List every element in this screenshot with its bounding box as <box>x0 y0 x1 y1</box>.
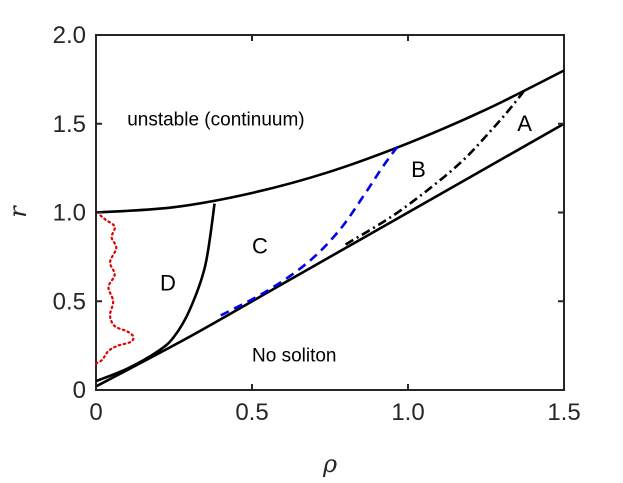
x-axis-label: ρ <box>322 450 337 478</box>
region-label-4: D <box>160 271 176 296</box>
series-solid-0 <box>95 69 565 214</box>
ticks-group: 0 0.5 1.0 1.5 0 0.5 1.0 1.5 2.0 <box>53 22 581 426</box>
x-tick-label-2: 1.0 <box>391 399 424 426</box>
plot-area <box>95 34 565 391</box>
series-dashed-3 <box>220 144 400 317</box>
region-label-2: B <box>411 157 426 182</box>
x-tick-label-1: 0.5 <box>235 399 268 426</box>
region-label-0: unstable (continuum) <box>127 110 304 131</box>
y-axis-label: r <box>4 205 32 218</box>
x-tick-label-0: 0 <box>89 399 102 426</box>
series-solid-2 <box>95 122 565 388</box>
y-tick-label-1: 0.5 <box>53 288 86 315</box>
region-label-5: No soliton <box>252 346 337 367</box>
annotations-group: unstable (continuum) A B C D No soliton <box>127 110 532 367</box>
region-label-3: C <box>252 233 268 258</box>
y-tick-label-0: 0 <box>73 377 86 404</box>
x-tick-label-3: 1.5 <box>547 399 580 426</box>
series-dotted-5 <box>94 213 135 365</box>
region-label-1: A <box>517 111 532 136</box>
series-dashdot-4 <box>344 90 525 246</box>
y-tick-label-2: 1.0 <box>53 200 86 227</box>
curves-group <box>94 69 565 388</box>
y-tick-label-3: 1.5 <box>53 111 86 138</box>
y-tick-label-4: 2.0 <box>53 22 86 49</box>
